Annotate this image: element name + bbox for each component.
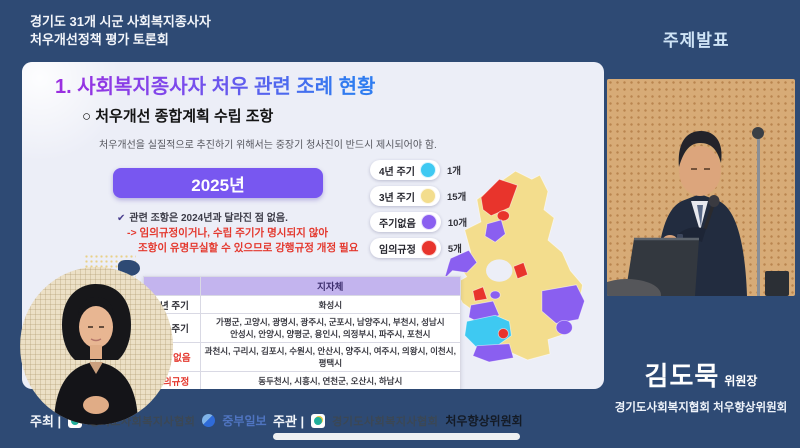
speaker-illustration — [607, 127, 789, 296]
gyeonggi-map-svg — [444, 170, 585, 363]
legend-item-3yr: 3년 주기 15개 — [370, 186, 490, 206]
speaker-name: 김도묵 — [644, 361, 720, 391]
table-header-period — [143, 276, 201, 296]
legend-pill: 주기없음 — [370, 212, 441, 232]
table-row: 임의규정 동두천시, 시흥시, 연천군, 오산시, 하남시 — [143, 371, 462, 389]
legend-label: 4년 주기 — [379, 166, 415, 178]
equipment-box — [765, 271, 789, 296]
year-badge: 2025년 — [113, 168, 323, 198]
interpreter-face — [79, 306, 113, 348]
legend-label: 3년 주기 — [379, 192, 415, 204]
row-cities-line2: 안성시, 안양시, 양평군, 용인시, 의정부시, 파주시, 포천시 — [230, 329, 431, 339]
interpreter-mouth — [90, 338, 102, 342]
row-cities-line1: 가평군, 고양시, 광명시, 광주시, 군포시, 남양주시, 부천시, 성남시 — [216, 317, 445, 327]
row-cities: 가평군, 고양시, 광명시, 광주시, 군포시, 남양주시, 부천시, 성남시 … — [199, 313, 462, 343]
table-row: 주기 없음 과천시, 구리시, 김포시, 수원시, 안산시, 양주시, 여주시,… — [143, 342, 462, 372]
legend-item-optional: 임의규정 5개 — [370, 238, 490, 258]
slide-title: 1. 사회복지종사자 처우 관련 조례 현황 — [55, 70, 375, 99]
interpreter-illustration — [54, 284, 138, 425]
warning-line1: -> 임의규정이거나, 수립 주기가 명시되지 않아 — [127, 227, 329, 239]
interpreter-blazer — [54, 362, 138, 425]
ordinance-table: 지자체 4년 주기 화성시 3년 주기 가평군, 고양시, 광명시, 광주시, … — [143, 276, 462, 389]
interpreter-hands — [83, 396, 109, 414]
speaker-hair — [678, 131, 722, 167]
map-region-cyan-hwaseong — [464, 314, 512, 349]
table-row: 4년 주기 화성시 — [143, 295, 462, 314]
legend-count: 1개 — [446, 166, 461, 177]
association-logo-icon — [311, 413, 326, 428]
legend-color-dot — [419, 162, 436, 178]
table-row: 3년 주기 가평군, 고양시, 광명시, 광주시, 군포시, 남양주시, 부천시… — [143, 313, 462, 343]
row-cities: 동두천시, 시흥시, 연천군, 오산시, 하남시 — [199, 371, 462, 389]
speaker-head — [679, 146, 721, 196]
map-region-red-guri — [513, 262, 529, 280]
interpreter-neck — [90, 345, 102, 359]
legend-color-dot — [420, 214, 437, 230]
speaker-name-block: 김도묵 위원장 경기도사회복지협회 처우향상위원회 — [603, 356, 799, 415]
map-region-purple-pyeongtaek — [472, 343, 514, 363]
legend-item-nocycle: 주기없음 10개 — [370, 212, 490, 232]
check-note-text: 관련 조항은 2024년과 달라진 점 없음. — [129, 213, 288, 224]
speaker-video-feed — [607, 79, 795, 296]
map-region-purple-icheon — [541, 284, 585, 324]
video-progress-bar[interactable] — [273, 433, 520, 440]
microphone-rod — [703, 204, 715, 230]
row-cities: 화성시 — [199, 295, 462, 314]
joongbu-ilbo-logo-icon — [202, 414, 216, 427]
interpreter-chest — [89, 362, 103, 374]
speaker-tie — [697, 205, 703, 227]
slide-decor-swirl — [22, 62, 152, 162]
gyeonggi-map — [442, 165, 590, 363]
legend-label: 임의규정 — [379, 244, 416, 256]
row-cities: 과천시, 구리시, 김포시, 수원시, 안산시, 양주시, 여주시, 의왕시, … — [199, 342, 462, 372]
speaker-role: 위원장 — [724, 374, 758, 388]
legend-count: 15개 — [446, 192, 467, 203]
map-region-red-north — [480, 178, 518, 217]
event-title-line2: 처우개선정책 평가 토론회 — [30, 32, 169, 47]
table-header-municipality: 지자체 — [199, 276, 462, 296]
check-icon: ✔ — [117, 213, 126, 224]
audience-head — [607, 279, 661, 296]
session-label: 주제발표 — [663, 31, 730, 50]
legend-item-4yr: 4년 주기 1개 — [370, 160, 490, 180]
legend-pill: 4년 주기 — [370, 160, 440, 180]
slide-body-text: 처우개선을 실질적으로 추진하기 위해서는 중장기 청사진이 반드시 제시되어야… — [99, 140, 437, 151]
speaker-affiliation: 경기도사회복지협회 처우향상위원회 — [614, 402, 788, 414]
table-header-row: 지자체 — [143, 276, 462, 296]
legend-label: 주기없음 — [379, 218, 416, 230]
map-hole-seoul — [486, 259, 513, 282]
legend-count: 5개 — [447, 244, 462, 255]
legend-count: 10개 — [447, 218, 468, 229]
footer-organizer-section: 주관 | 경기도사회복지사협회 처우향상위원회 — [273, 411, 523, 430]
map-region-purple-gimpo — [444, 249, 478, 280]
mic-stand-clamp — [752, 127, 764, 139]
mic-stand-pole — [757, 131, 760, 296]
microphone-head — [708, 195, 720, 207]
map-region-red-bucheon — [472, 286, 488, 302]
event-title-line1: 경기도 31개 시군 사회복지종사자 — [30, 14, 211, 29]
organizer-committee-name: 처우향상위원회 — [445, 414, 523, 428]
organizer-label: 주관 | — [273, 414, 305, 429]
interpreter-fringe — [78, 297, 114, 315]
map-region-purple-anyang — [489, 290, 501, 300]
map-region-red-small-n — [496, 210, 510, 222]
legend-pill: 3년 주기 — [370, 186, 440, 206]
legend-pill: 임의규정 — [370, 238, 441, 258]
presentation-slide: 1. 사회복지종사자 처우 관련 조례 현황 ○ 처우개선 종합계획 수립 조항… — [22, 62, 604, 389]
legend-color-dot — [419, 188, 436, 204]
warning-line2: 조항이 유명무실할 수 있으므로 강행규정 개정 필요 — [138, 242, 359, 254]
map-region-red-osan — [497, 328, 509, 340]
event-title: 경기도 31개 시군 사회복지종사자 처우개선정책 평가 토론회 — [30, 13, 211, 49]
map-region-purple-se — [555, 319, 573, 335]
sign-language-interpreter-video — [20, 267, 173, 425]
host-label: 주최 | — [30, 414, 62, 429]
check-note: ✔ 관련 조항은 2024년과 달라진 점 없음. — [117, 209, 288, 224]
legend-color-dot — [420, 240, 437, 256]
host-org2-name: 중부일보 — [222, 414, 267, 428]
map-region-purple-yangju — [484, 219, 506, 243]
slide-subtitle: ○ 처우개선 종합계획 수립 조항 — [82, 108, 274, 125]
organizer-org-name: 경기도사회복지사협회 — [332, 415, 439, 428]
